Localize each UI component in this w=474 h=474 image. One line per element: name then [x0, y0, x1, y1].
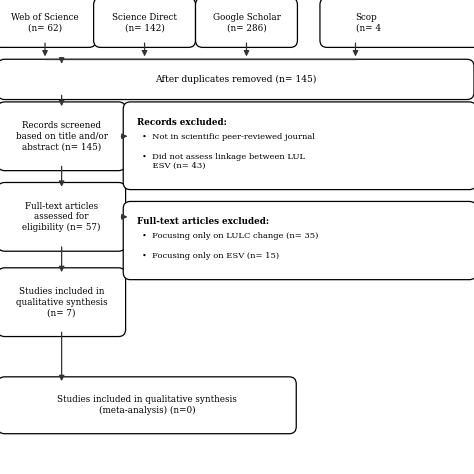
Text: Full-text articles excluded:: Full-text articles excluded: — [137, 217, 270, 226]
FancyBboxPatch shape — [94, 0, 195, 47]
Text: After duplicates removed (n= 145): After duplicates removed (n= 145) — [155, 75, 317, 84]
Text: •  Focusing only on ESV (n= 15): • Focusing only on ESV (n= 15) — [142, 252, 279, 260]
Text: Science Direct
(n= 142): Science Direct (n= 142) — [112, 13, 177, 32]
Text: Google Scholar
(n= 286): Google Scholar (n= 286) — [212, 13, 281, 32]
FancyBboxPatch shape — [0, 377, 296, 434]
Text: Studies included in qualitative synthesis
(meta-analysis) (n=0): Studies included in qualitative synthesi… — [57, 395, 237, 415]
FancyBboxPatch shape — [123, 102, 474, 190]
Text: Web of Science
(n= 62): Web of Science (n= 62) — [11, 13, 79, 32]
FancyBboxPatch shape — [0, 268, 126, 337]
Text: Records excluded:: Records excluded: — [137, 118, 228, 127]
FancyBboxPatch shape — [0, 102, 126, 171]
Text: Studies included in
qualitative synthesis
(n= 7): Studies included in qualitative synthesi… — [16, 287, 108, 317]
FancyBboxPatch shape — [0, 182, 126, 251]
Text: •  Did not assess linkage between LUL
    ESV (n= 43): • Did not assess linkage between LUL ESV… — [142, 153, 305, 170]
Text: •  Not in scientific peer-reviewed journal: • Not in scientific peer-reviewed journa… — [142, 133, 315, 141]
FancyBboxPatch shape — [195, 0, 298, 47]
FancyBboxPatch shape — [0, 0, 96, 47]
Text: •  Focusing only on LULC change (n= 35): • Focusing only on LULC change (n= 35) — [142, 232, 319, 240]
Text: Full-text articles
assessed for
eligibility (n= 57): Full-text articles assessed for eligibil… — [22, 202, 101, 232]
Text: Scop
(n= 4: Scop (n= 4 — [356, 13, 381, 32]
Text: Records screened
based on title and/or
abstract (n= 145): Records screened based on title and/or a… — [16, 121, 108, 151]
FancyBboxPatch shape — [0, 59, 474, 100]
FancyBboxPatch shape — [320, 0, 474, 47]
FancyBboxPatch shape — [123, 201, 474, 280]
